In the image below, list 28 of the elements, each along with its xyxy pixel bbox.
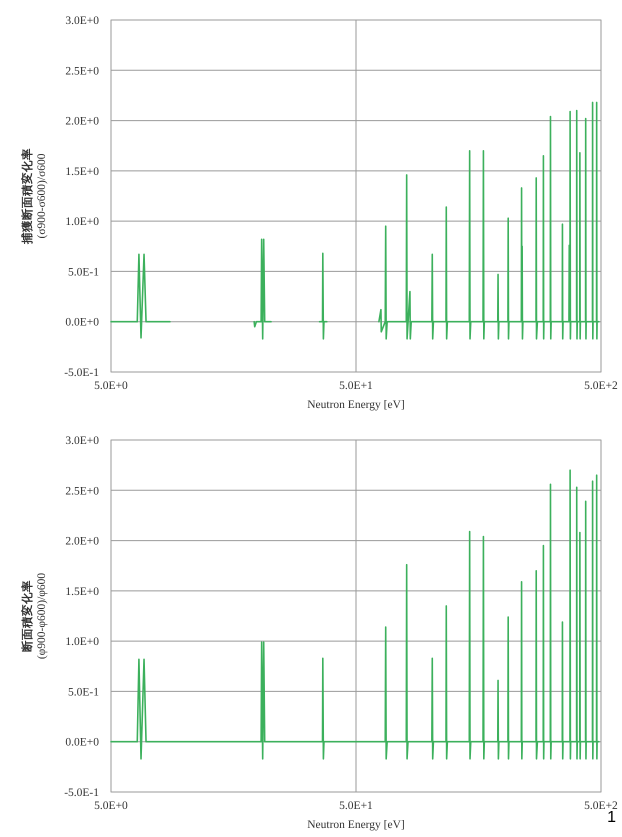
- text: 1: [607, 809, 616, 826]
- y-axis-title: 捕獲断面積変化率 (σ900-σ600)/σ600: [20, 148, 48, 245]
- x-tick-label: 5.0E+1: [339, 380, 374, 392]
- y-tick-label: 3.0E+0: [65, 435, 100, 447]
- y-tick-label: 1.5E+0: [65, 166, 100, 178]
- x-axis-title: Neutron Energy [eV]: [307, 819, 405, 831]
- y-tick-label: 2.0E+0: [65, 116, 100, 128]
- y-tick-label: -5.0E-1: [64, 367, 100, 379]
- x-tick-label: 5.0E+2: [584, 380, 618, 392]
- y-tick-label: 2.5E+0: [65, 65, 100, 78]
- y-tick-label: 1.5E+0: [65, 586, 100, 598]
- line-series: [253, 238, 272, 340]
- x-axis-title: Neutron Energy [eV]: [307, 399, 405, 411]
- y-tick-label: 2.0E+0: [65, 536, 100, 548]
- y-tick-label: -5.0E-1: [64, 787, 100, 799]
- x-tick-label: 5.0E+2: [584, 800, 618, 812]
- y-tick-label: 3.0E+0: [65, 15, 100, 27]
- y-tick-label: 5.0E-1: [68, 266, 100, 278]
- y-tick-label: 2.5E+0: [65, 485, 100, 498]
- y-tick-label: 1.0E+0: [65, 636, 100, 648]
- y-tick-label: 0.0E+0: [65, 736, 100, 749]
- x-tick-label: 5.0E+0: [94, 380, 128, 392]
- y-tick-label: 1.0E+0: [65, 216, 100, 228]
- x-tick-label: 5.0E+1: [339, 800, 374, 812]
- y-tick-label: 5.0E-1: [68, 686, 100, 698]
- y-tick-label: 0.0E+0: [65, 316, 100, 329]
- y-axis-title: 断面積変化率 (φ900-φ600)/φ600: [20, 572, 48, 660]
- x-tick-label: 5.0E+0: [94, 800, 128, 812]
